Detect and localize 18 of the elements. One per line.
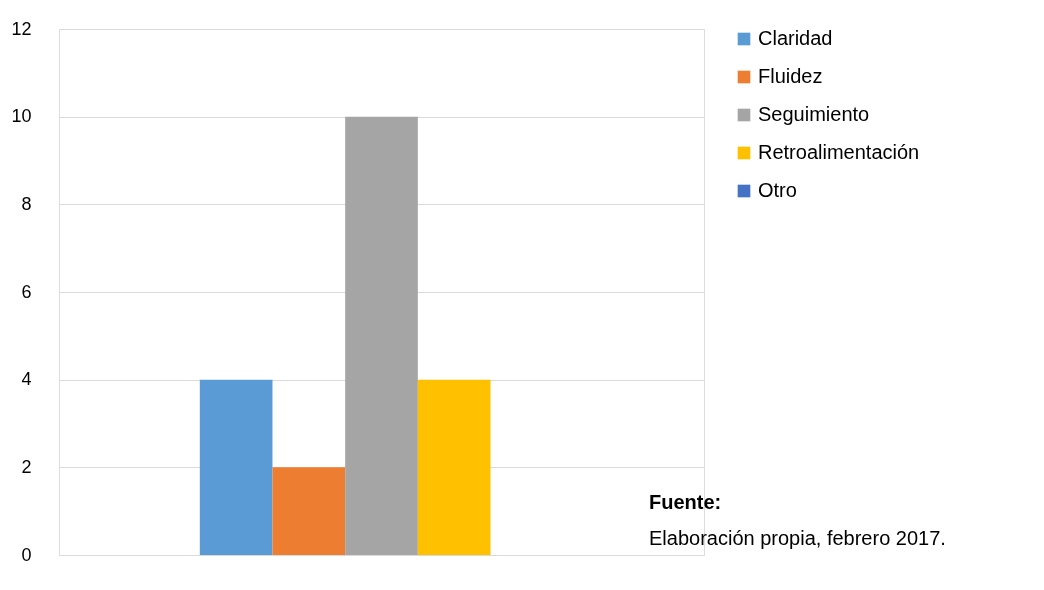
legend-label: Otro xyxy=(758,179,797,201)
y-tick-label: 4 xyxy=(21,369,32,390)
bar xyxy=(345,116,418,555)
y-tick-label: 0 xyxy=(21,544,32,565)
annotation: Elaboración propia, febrero 2017. xyxy=(649,527,946,549)
y-tick-label: 8 xyxy=(21,193,32,214)
y-tick-label: 6 xyxy=(21,281,32,302)
y-tick-label: 10 xyxy=(11,106,32,127)
bar xyxy=(199,379,273,555)
legend-label: Seguimiento xyxy=(758,103,870,125)
bar xyxy=(272,467,346,555)
legend-label: Claridad xyxy=(758,27,833,49)
legend-label: Retroalimentación xyxy=(758,141,920,163)
annotation: Fuente: xyxy=(649,491,722,513)
y-tick-label: 2 xyxy=(21,456,32,477)
legend-label: Fluidez xyxy=(758,65,823,87)
y-tick-label: 12 xyxy=(11,18,32,39)
bar xyxy=(417,379,491,555)
